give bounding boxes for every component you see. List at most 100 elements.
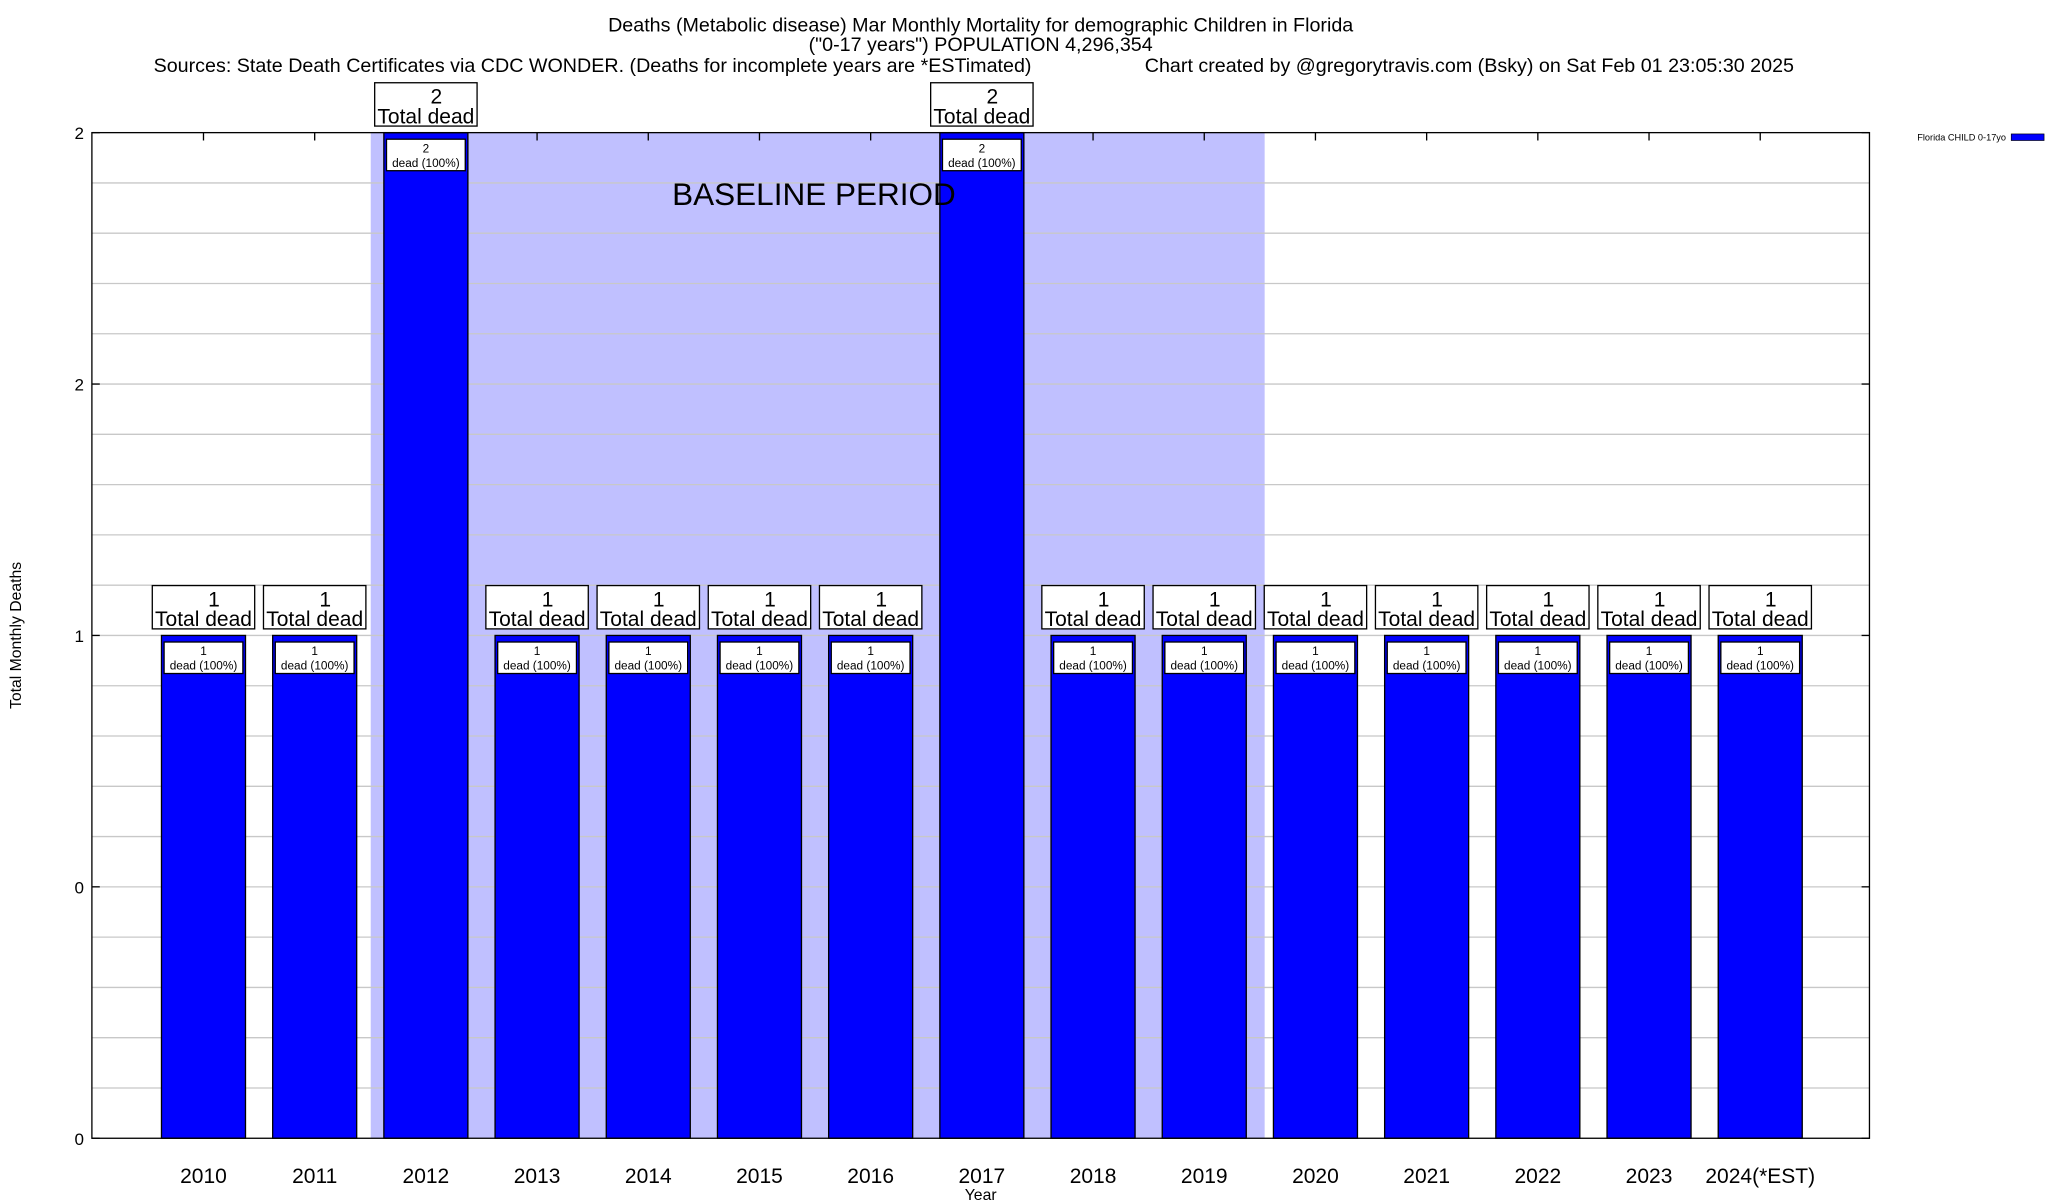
- bar-2016: [827, 634, 914, 1139]
- bar-2021: [1383, 634, 1470, 1139]
- bar-2011: [272, 634, 358, 1139]
- total-label: Total dead: [822, 608, 919, 631]
- x-tick-label: 2011: [292, 1165, 337, 1188]
- bar-inner-value: 1: [867, 644, 874, 658]
- bar-inner-label-box: [1164, 641, 1245, 675]
- x-tick-label: 2023: [1626, 1165, 1673, 1188]
- total-value: 1: [1320, 589, 1332, 612]
- bar-inner-value: 1: [200, 644, 207, 658]
- plot-frame: [91, 131, 1871, 1139]
- total-label: Total dead: [1267, 608, 1364, 631]
- x-tick-label: 2021: [1403, 1165, 1450, 1188]
- bar-inner-label: dead (100%): [614, 659, 682, 673]
- bar-inner-value: 1: [1535, 644, 1542, 658]
- bar-inner-value: 1: [1757, 644, 1764, 658]
- bar-2019: [1161, 634, 1247, 1139]
- y-tick-label: 0: [75, 1130, 84, 1149]
- baseline-annotation: BASELINE PERIOD: [672, 176, 956, 212]
- bar-2022: [1495, 634, 1581, 1139]
- bar-inner-label: dead (100%): [503, 659, 571, 673]
- bar-inner-label-box: [608, 641, 689, 675]
- total-label-box: [485, 584, 589, 630]
- bar-inner-value: 1: [1201, 644, 1208, 658]
- total-label: Total dead: [1601, 608, 1698, 631]
- chart-subtitle: ("0-17 years") POPULATION 4,296,354: [809, 34, 1153, 56]
- total-label-box: [374, 82, 478, 127]
- bar-inner-label: dead (100%): [281, 659, 349, 673]
- total-label: Total dead: [489, 608, 586, 631]
- bar-2024(*EST): [1717, 634, 1803, 1139]
- bar-inner-label: dead (100%): [1393, 659, 1461, 673]
- bar-inner-value: 1: [756, 644, 763, 658]
- total-label: Total dead: [933, 105, 1030, 128]
- total-label-box: [930, 82, 1034, 127]
- bar-inner-label-box: [830, 641, 911, 675]
- x-tick-label: 2022: [1514, 1165, 1561, 1188]
- legend-swatch: [2010, 133, 2045, 141]
- total-value: 1: [1542, 589, 1554, 612]
- x-tick-label: 2016: [847, 1165, 894, 1188]
- bar-2013: [494, 634, 580, 1139]
- total-label: Total dead: [711, 608, 808, 631]
- bar-2017: [939, 131, 1025, 1139]
- bar-inner-value: 1: [1646, 644, 1653, 658]
- bar-2023: [1606, 634, 1692, 1139]
- bar-inner-label-box: [1608, 641, 1690, 675]
- bar-inner-label: dead (100%): [1504, 659, 1572, 673]
- bar-inner-label: dead (100%): [392, 156, 460, 170]
- total-label-box: [1485, 584, 1590, 630]
- bar-inner-value: 1: [1090, 644, 1097, 658]
- total-label: Total dead: [1712, 608, 1809, 631]
- total-label: Total dead: [1378, 608, 1475, 631]
- total-label: Total dead: [377, 105, 474, 128]
- total-label: Total dead: [1489, 608, 1586, 631]
- x-tick-label: 2012: [403, 1165, 450, 1188]
- y-tick-label: 2: [75, 124, 84, 143]
- total-value: 2: [431, 86, 443, 109]
- bar-inner-label: dead (100%): [1059, 659, 1127, 673]
- bar-2018: [1050, 634, 1136, 1139]
- total-label-box: [1374, 584, 1479, 630]
- bar-inner-label-box: [385, 138, 466, 172]
- bar-inner-label-box: [163, 641, 244, 675]
- total-value: 1: [542, 589, 554, 612]
- bar-inner-label: dead (100%): [1282, 659, 1350, 673]
- total-value: 1: [1654, 589, 1666, 612]
- bar-inner-label: dead (100%): [1170, 659, 1238, 673]
- bar-2020: [1272, 634, 1359, 1139]
- y-axis-label: Total Monthly Deaths: [8, 562, 25, 709]
- total-label-box: [1263, 584, 1368, 630]
- bar-inner-label-box: [1497, 641, 1578, 675]
- total-value: 1: [1431, 589, 1443, 612]
- y-tick-label: 0: [75, 878, 84, 897]
- total-label-box: [1708, 584, 1813, 630]
- bar-inner-label: dead (100%): [837, 659, 905, 673]
- total-label: Total dead: [1156, 608, 1253, 631]
- bar-inner-value: 1: [311, 644, 318, 658]
- bar-inner-label: dead (100%): [170, 659, 238, 673]
- total-value: 1: [875, 589, 887, 612]
- total-label-box: [1597, 584, 1701, 630]
- x-axis-label: Year: [965, 1187, 997, 1200]
- x-tick-label: 2020: [1292, 1165, 1339, 1188]
- total-label-box: [596, 584, 701, 630]
- bar-inner-label: dead (100%): [1615, 659, 1683, 673]
- x-tick-label: 2010: [180, 1165, 227, 1188]
- total-label-box: [262, 584, 367, 630]
- total-label-box: [1041, 584, 1145, 630]
- bar-inner-label-box: [274, 641, 355, 675]
- bar-inner-label-box: [941, 138, 1022, 172]
- bar-inner-label: dead (100%): [726, 659, 794, 673]
- total-label-box: [151, 584, 256, 630]
- bar-inner-label-box: [1386, 641, 1467, 675]
- bar-inner-value: 1: [645, 644, 652, 658]
- total-value: 1: [1765, 589, 1777, 612]
- bar-inner-label: dead (100%): [948, 156, 1016, 170]
- bar-inner-value: 2: [423, 141, 430, 155]
- total-value: 1: [764, 589, 776, 612]
- bar-2014: [605, 634, 691, 1139]
- x-tick-label: 2018: [1070, 1165, 1117, 1188]
- x-tick-label: 2019: [1181, 1165, 1228, 1188]
- legend: Florida CHILD 0-17yo: [1917, 133, 2045, 143]
